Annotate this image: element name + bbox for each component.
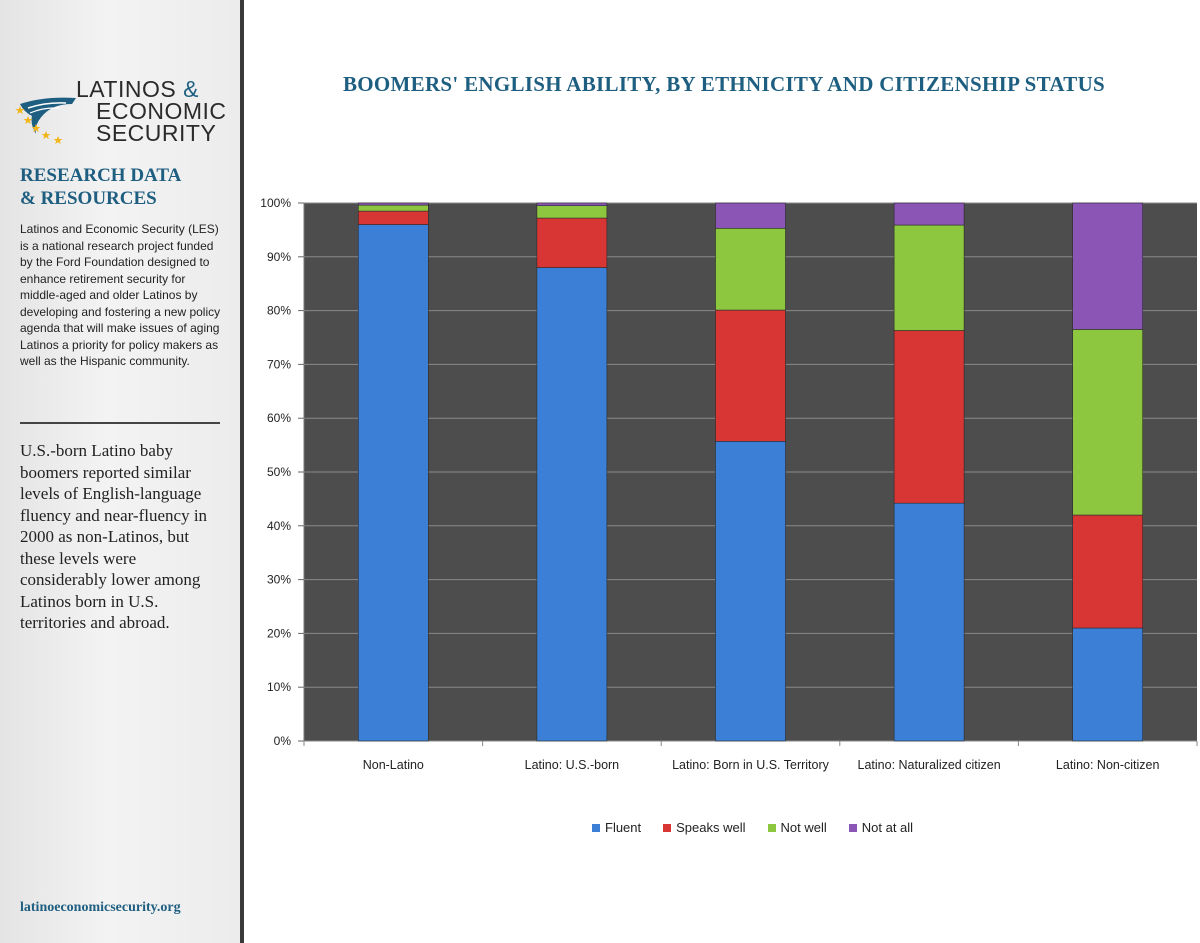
bar-segment — [536, 202, 608, 206]
x-category-label: Latino: Born in U.S. Territory — [672, 758, 830, 772]
bar-segment — [358, 210, 429, 225]
bar-segment — [1072, 627, 1144, 742]
x-category-label: Latino: U.S.-born — [525, 758, 620, 772]
legend-swatch — [663, 823, 672, 832]
bar-segment — [715, 227, 786, 311]
research-heading-line-1: RESEARCH DATA — [20, 165, 182, 186]
website-link[interactable]: latinoeconomicsecurity.org — [20, 900, 181, 915]
bar-segment — [715, 441, 786, 742]
bar-segment — [893, 202, 965, 226]
bar-segment — [715, 309, 786, 442]
legend-item: Speaks well — [663, 820, 746, 835]
bar-segment — [358, 202, 429, 206]
y-tick-label: 40% — [267, 519, 291, 533]
bar-segment — [1072, 202, 1144, 330]
eagle-stars-icon — [15, 97, 76, 144]
legend-label: Fluent — [605, 820, 642, 835]
sidebar-border — [240, 0, 244, 943]
legend-label: Speaks well — [676, 820, 746, 835]
y-tick-label: 0% — [274, 734, 292, 748]
y-tick-label: 80% — [267, 304, 291, 318]
research-heading-line-2: & RESOURCES — [20, 188, 157, 209]
sidebar-divider — [20, 422, 220, 424]
bar-segment — [893, 224, 965, 331]
y-tick-label: 20% — [267, 626, 291, 640]
chart-legend: Fluent Speaks well Not well Not at all — [592, 820, 913, 835]
bar-segment — [536, 217, 608, 268]
logo-word-security: SECURITY — [96, 120, 217, 146]
y-tick-label: 100% — [260, 196, 291, 210]
bar-segment — [536, 267, 608, 742]
about-text: Latinos and Economic Security (LES) is a… — [20, 222, 221, 368]
sidebar: LATINOS & ECONOMIC SECURITY RESEARCH DAT… — [0, 0, 240, 943]
logo-line-1: LATINOS & — [76, 76, 199, 102]
bar-segment — [358, 204, 429, 212]
legend-item: Not at all — [848, 820, 914, 835]
y-tick-label: 90% — [267, 250, 291, 264]
legend-swatch — [767, 823, 776, 832]
legend-swatch — [592, 823, 600, 832]
legend-swatch — [848, 823, 857, 832]
y-tick-label: 70% — [267, 357, 291, 371]
legend-item: Not well — [767, 820, 827, 835]
bar-segment — [536, 205, 608, 219]
bar-segment — [893, 330, 965, 504]
legend-label: Not well — [780, 820, 827, 835]
chart-title: BOOMERS' ENGLISH ABILITY, BY ETHNICITY A… — [342, 72, 1106, 96]
y-tick-label: 60% — [267, 411, 291, 425]
x-category-label: Latino: Non-citizen — [1056, 758, 1160, 772]
bar-segment — [358, 224, 429, 742]
bar-segment — [1072, 514, 1144, 629]
les-logo: LATINOS & ECONOMIC SECURITY — [14, 78, 234, 150]
legend-item: Fluent — [592, 820, 641, 835]
y-tick-label: 30% — [267, 573, 291, 587]
research-heading: RESEARCH DATA & RESOURCES — [20, 164, 230, 210]
bar-segment — [893, 502, 965, 742]
x-category-label: Latino: Naturalized citizen — [858, 758, 1001, 772]
legend-label: Not at all — [861, 820, 914, 835]
y-tick-label: 10% — [267, 680, 291, 694]
logo-word-economic: ECONOMIC — [96, 98, 227, 124]
stacked-bar-chart: 0% 10% 20% 30% 40% 50% 60% 70% 80% 90% 100% Non-Lat… — [260, 196, 1198, 772]
key-finding-text: U.S.-born Latino baby boomers reported s… — [20, 441, 208, 632]
bar-segment — [715, 202, 786, 229]
logo-ampersand: & — [183, 76, 199, 102]
logo-word-latinos: LATINOS — [76, 76, 177, 102]
y-tick-label: 50% — [267, 465, 291, 479]
bar-segment — [1072, 329, 1144, 516]
x-category-label: Non-Latino — [363, 758, 424, 772]
